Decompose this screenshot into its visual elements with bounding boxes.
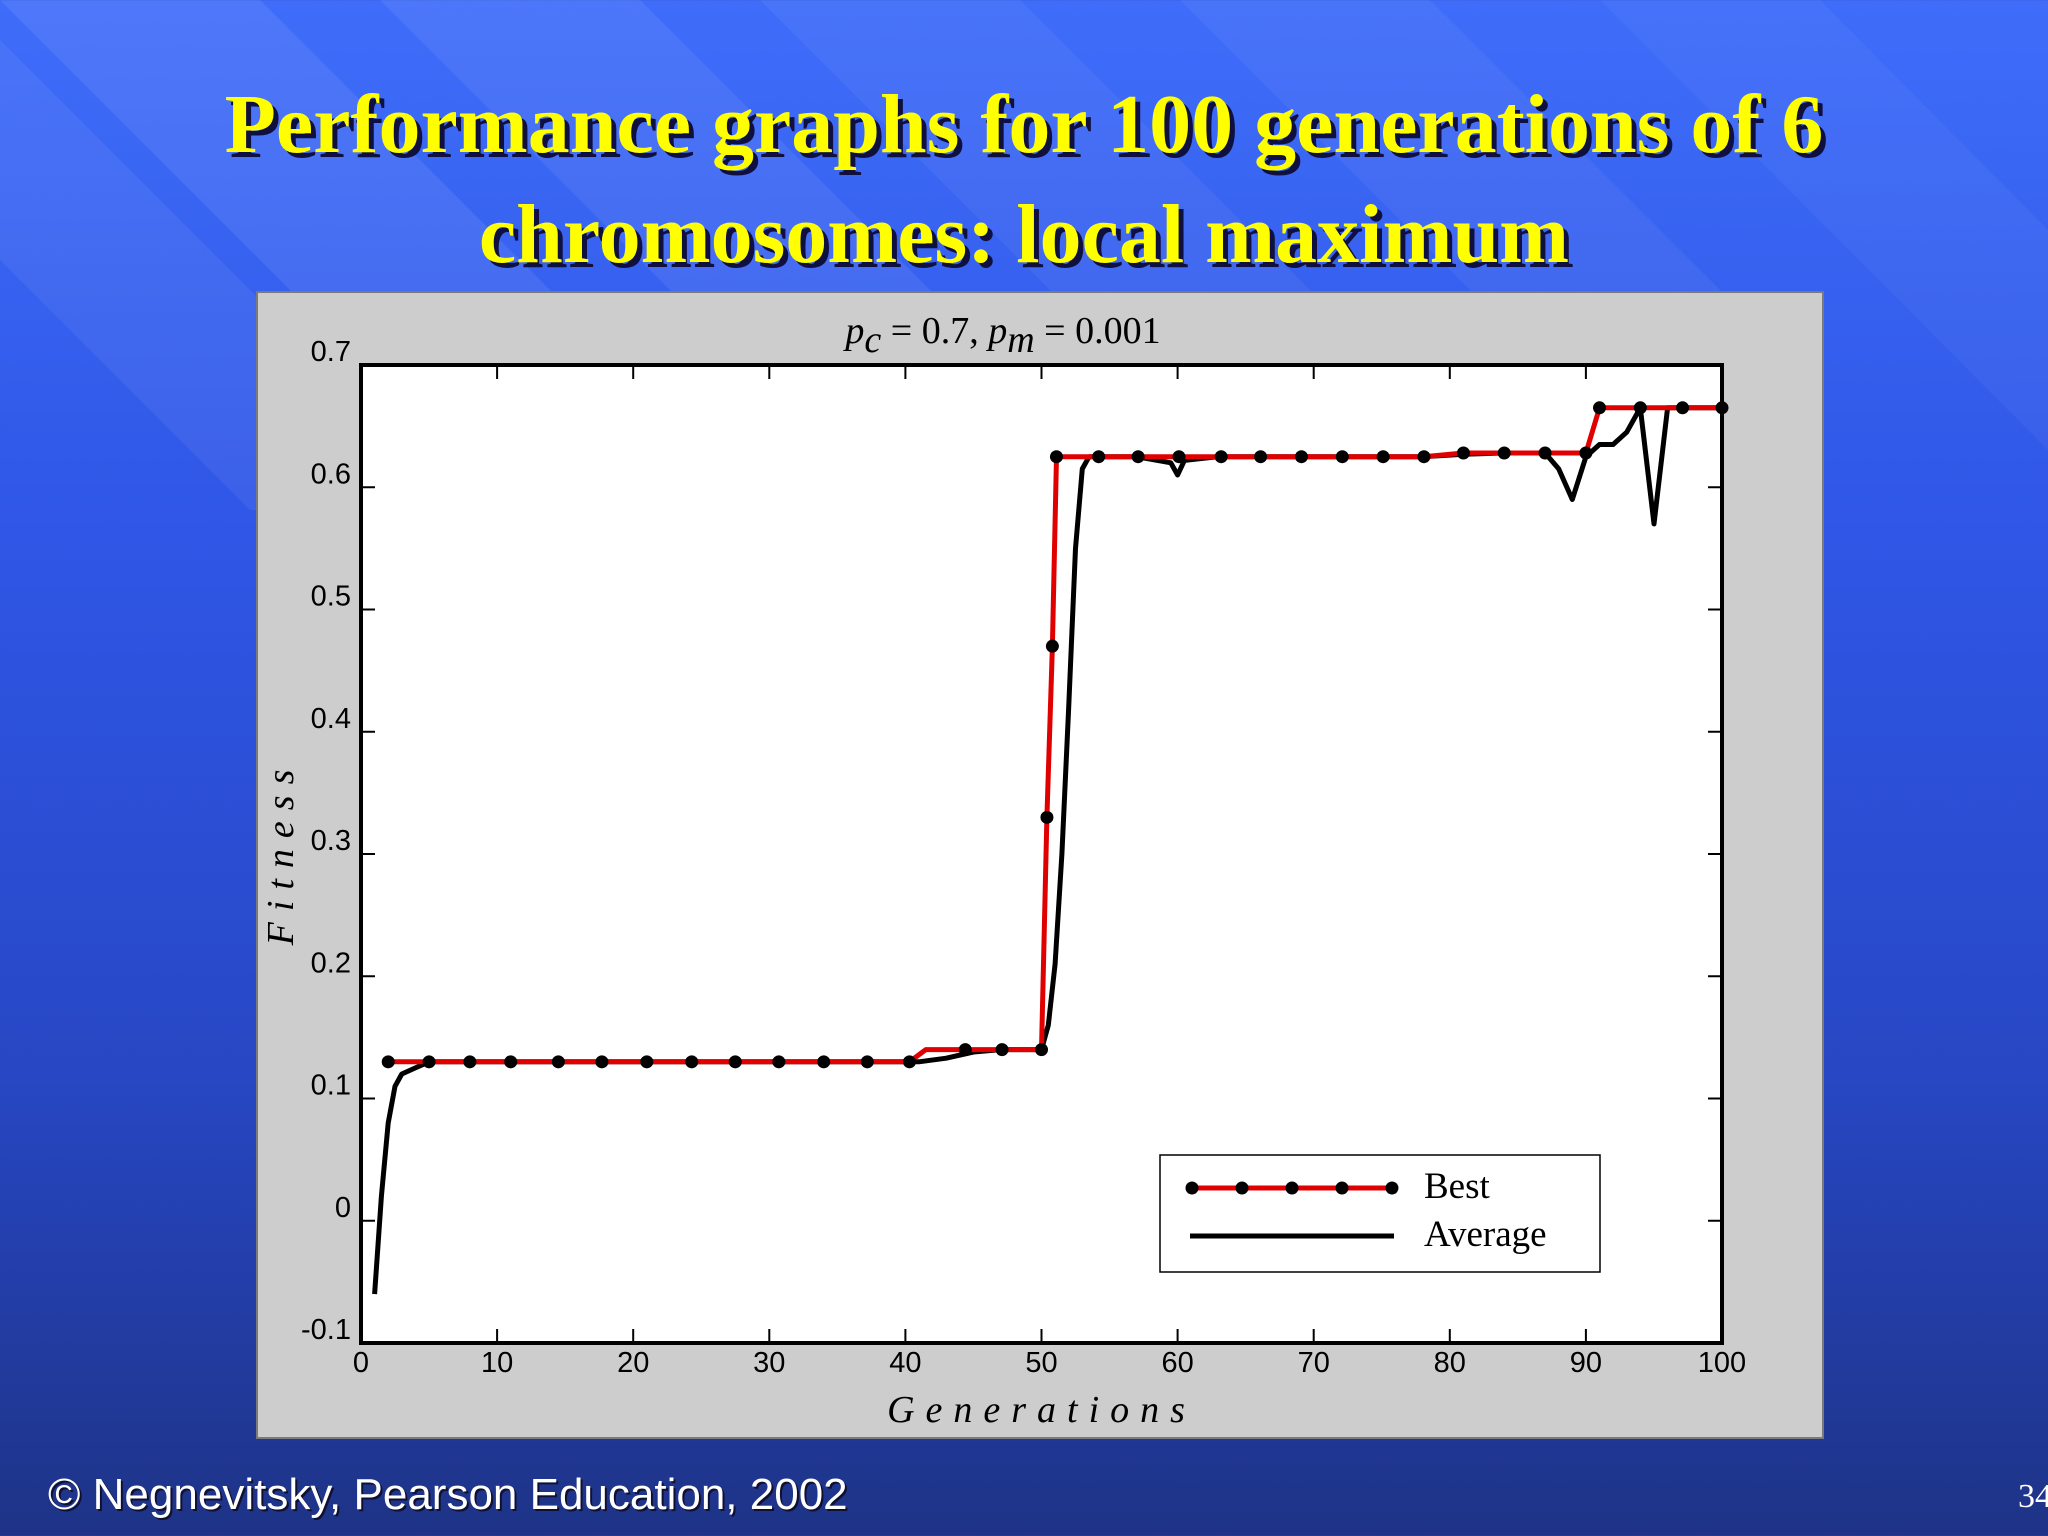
best-marker-point <box>504 1055 518 1069</box>
copyright-text: Negnevitsky, Pearson Education, 2002 <box>92 1470 848 1519</box>
legend-marker-best <box>1335 1181 1349 1195</box>
chart-title-part: p <box>985 310 1007 352</box>
y-tick-label: 0.3 <box>311 825 351 857</box>
best-marker-point <box>381 1055 395 1069</box>
legend-marker-best <box>1385 1181 1399 1195</box>
legend-box <box>1159 1154 1601 1273</box>
legend-marker-best <box>1235 1181 1249 1195</box>
chart-title-part: p <box>842 310 864 352</box>
copyright-footer: © Negnevitsky, Pearson Education, 2002 <box>48 1470 848 1520</box>
best-marker-point <box>1676 401 1690 415</box>
x-tick-label: 50 <box>1025 1347 1057 1379</box>
x-tick-label: 20 <box>617 1347 649 1379</box>
best-marker-point <box>1335 450 1349 464</box>
best-marker-point <box>958 1043 972 1057</box>
legend-label-average: Average <box>1424 1214 1547 1255</box>
copyright-symbol: © <box>48 1470 81 1519</box>
best-marker-point <box>1579 446 1593 460</box>
best-marker-point <box>1035 1043 1048 1057</box>
x-tick-label: 30 <box>753 1347 785 1379</box>
y-tick-label: 0.4 <box>311 703 351 735</box>
best-marker-point <box>1092 450 1106 464</box>
chart-title: pc = 0.7, pm = 0.001 <box>842 310 1160 361</box>
best-marker-point <box>1214 450 1228 464</box>
y-tick-label: -0.1 <box>301 1314 351 1346</box>
best-marker-point <box>1040 810 1054 824</box>
y-tick-label: 0.6 <box>311 458 351 490</box>
best-marker-point <box>685 1055 699 1069</box>
x-tick-label: 70 <box>1298 1347 1330 1379</box>
best-marker-point <box>640 1055 654 1069</box>
best-marker-point <box>1593 401 1607 415</box>
best-marker-point <box>1254 450 1268 464</box>
chart-title-part: = 0.001 <box>1035 310 1161 352</box>
best-marker-point <box>1376 450 1390 464</box>
slide-number: 34 <box>2018 1478 2048 1515</box>
best-marker-point <box>1045 639 1059 653</box>
best-marker-point <box>1131 450 1145 464</box>
slide-title: Performance graphs for 100 generations o… <box>0 70 2048 290</box>
x-tick-label: 90 <box>1570 1347 1602 1379</box>
best-marker-point <box>595 1055 609 1069</box>
best-marker-point <box>463 1055 477 1069</box>
x-tick-label: 0 <box>353 1347 369 1379</box>
best-marker-point <box>995 1043 1009 1057</box>
best-marker-point <box>422 1055 436 1069</box>
x-axis-label: Generations <box>887 1389 1196 1431</box>
chart-title-part: m <box>1007 319 1034 361</box>
best-marker-point <box>551 1055 565 1069</box>
legend-marker-best <box>1285 1181 1299 1195</box>
y-tick-label: 0 <box>335 1192 351 1224</box>
best-marker-point <box>1497 446 1511 460</box>
best-marker-point <box>860 1055 874 1069</box>
best-marker-point <box>1294 450 1308 464</box>
x-tick-label: 10 <box>481 1347 513 1379</box>
y-tick-label: 0.2 <box>311 947 351 979</box>
best-marker-point <box>1456 446 1470 460</box>
y-tick-label: 0.7 <box>311 336 351 368</box>
legend-label-best: Best <box>1424 1166 1491 1207</box>
best-marker-point <box>1538 446 1552 460</box>
chart-title-part: = 0.7, <box>881 310 988 352</box>
best-marker-point <box>1633 401 1647 415</box>
best-marker-point <box>902 1055 916 1069</box>
y-tick-label: 0.5 <box>311 581 351 613</box>
best-marker-point <box>772 1055 786 1069</box>
slide-title-line-2: chromosomes: local maximum <box>478 188 1570 281</box>
legend-marker-best <box>1185 1181 1199 1195</box>
x-tick-label: 100 <box>1698 1347 1746 1379</box>
chart-legend: Best Average <box>1159 1154 1601 1273</box>
x-tick-label: 60 <box>1161 1347 1193 1379</box>
x-tick-label: 40 <box>889 1347 921 1379</box>
x-tick-label: 80 <box>1434 1347 1466 1379</box>
best-marker-point <box>728 1055 742 1069</box>
y-axis-label: Fitness <box>260 759 302 947</box>
best-marker-point <box>1172 450 1186 464</box>
y-tick-label: 0.1 <box>311 1070 351 1102</box>
best-marker-point <box>1049 450 1063 464</box>
best-marker-point <box>1715 401 1729 415</box>
best-marker-point <box>1417 450 1431 464</box>
chart-title-part: c <box>864 319 881 361</box>
slide-title-line-1: Performance graphs for 100 generations o… <box>224 78 1824 171</box>
best-marker-point <box>817 1055 831 1069</box>
